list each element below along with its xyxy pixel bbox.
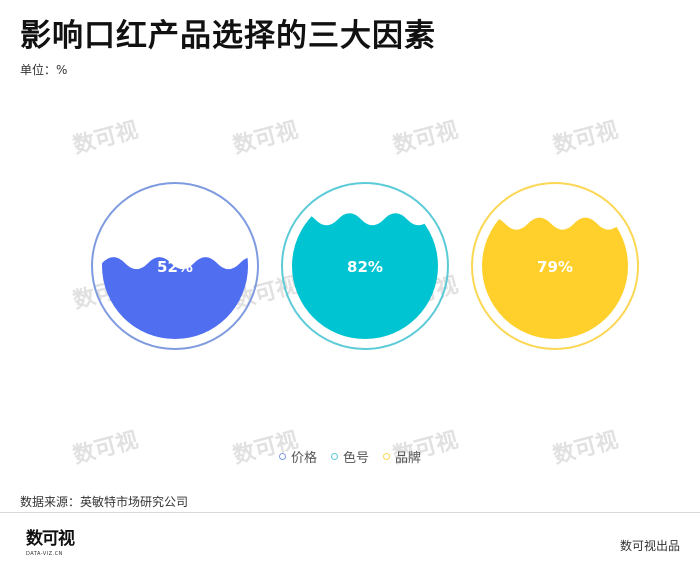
legend-label-price: 价格 [290,451,317,466]
legend: 价格 色号 品牌 [0,447,700,466]
gauge-ring [91,182,259,350]
footer-logo: 数可视 DATA-VIZ.CN [26,529,75,557]
gauge-value-label: 52% [157,258,193,276]
legend-label-brand: 品牌 [395,451,422,466]
logo-mark: 数可视 [26,529,75,549]
publisher-credit: 数可视出品 [619,539,680,553]
gauge-liquid [292,213,438,339]
legend-item-brand[interactable]: 品牌 [383,447,421,466]
footer-divider [0,512,700,513]
unit-label: 单位：% [20,63,68,77]
page-title: 影响口红产品选择的三大因素 [20,18,436,54]
legend-marker-brand [383,453,390,460]
gauge-ring [471,182,639,350]
legend-marker-price [278,453,286,460]
legend-label-shade: 色号 [342,451,369,466]
logo-subtext: DATA-VIZ.CN [26,551,63,557]
gauge-value-label: 82% [347,258,383,276]
gauge-ring [281,182,449,350]
gauge-liquid [482,217,628,339]
legend-item-shade[interactable]: 色号 [330,447,369,466]
gauge-value-label: 79% [537,258,573,276]
legend-item-price[interactable]: 价格 [278,447,317,466]
gauge-1: 82% [281,182,449,350]
legend-marker-shade [330,453,338,460]
gauge-2: 79% [471,182,639,350]
gauge-0: 52% [91,182,259,350]
data-source: 数据来源：英敏特市场研究公司 [20,495,189,509]
